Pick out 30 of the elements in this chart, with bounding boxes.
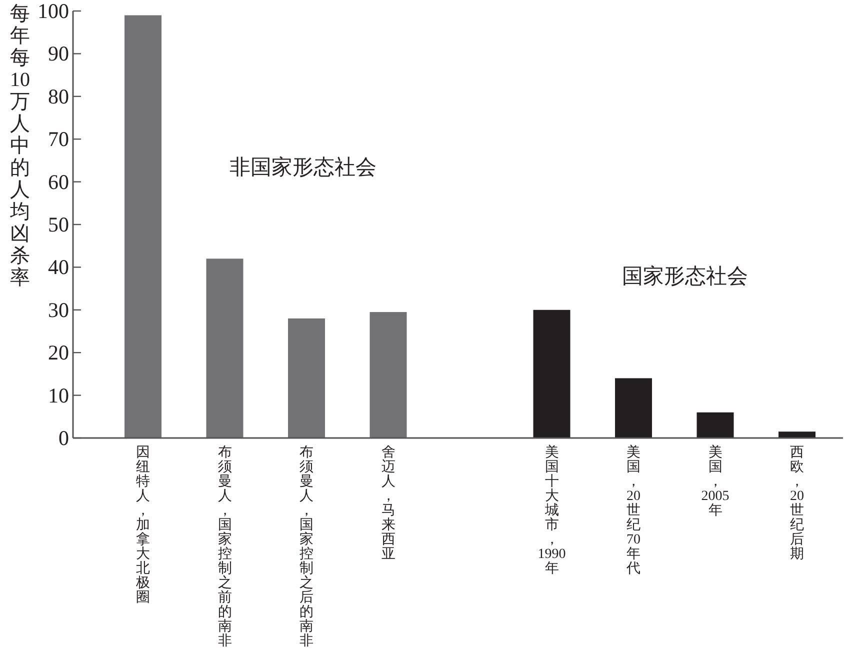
y-tick-label: 80: [48, 84, 69, 108]
y-tick-label: 10: [48, 383, 69, 408]
bar: [124, 15, 162, 438]
annotation: 非国家形态社会: [230, 155, 376, 179]
x-tick-label: 舍迈人，马来西亚: [381, 444, 396, 562]
bar: [696, 412, 734, 438]
y-tick-label: 50: [48, 212, 69, 236]
category-label: 美国，20世纪70年代: [626, 446, 640, 577]
y-tick-label: 20: [48, 340, 69, 365]
bar: [533, 310, 570, 438]
y-tick-label: 40: [48, 255, 69, 280]
category-label: 美国十大城市，1990年: [538, 446, 566, 577]
y-tick-label: 30: [48, 298, 69, 322]
bar: [370, 312, 407, 438]
bar: [288, 318, 325, 438]
category-label: 布须曼人，国家控制之后的南非: [300, 446, 314, 650]
bar: [778, 432, 816, 438]
annotation: 国家形态社会: [622, 264, 748, 288]
text: 每年每10万人中的人均凶杀率: [10, 3, 30, 289]
y-tick-label: 100: [38, 0, 69, 23]
x-tick-label: 西欧，20世纪后期: [790, 446, 804, 562]
bar: [615, 378, 652, 438]
category-label: 因纽特人，加拿大北极圈: [136, 446, 150, 606]
category-label: 布须曼人，国家控制之前的南非: [218, 446, 232, 650]
y-tick-label: 0: [58, 426, 69, 450]
x-tick-label: 美国，2005年: [701, 444, 730, 519]
y-tick-label: 90: [48, 42, 69, 66]
y-tick-label: 70: [48, 127, 69, 152]
bar: [206, 258, 244, 438]
y-tick-label: 60: [48, 170, 69, 194]
